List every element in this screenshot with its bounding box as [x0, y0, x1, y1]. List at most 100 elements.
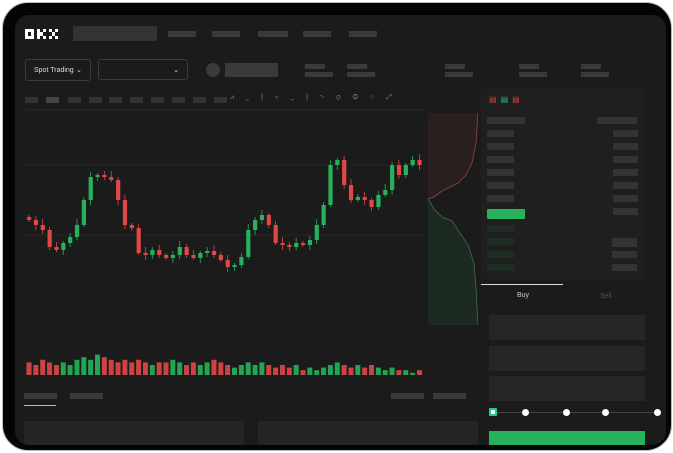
- candle: [54, 247, 59, 250]
- search-bar[interactable]: [73, 26, 157, 41]
- candle: [403, 165, 408, 175]
- timeframe-button[interactable]: [46, 97, 59, 103]
- slider-stop-100[interactable]: [654, 409, 661, 416]
- total-input[interactable]: [489, 376, 645, 401]
- volume-bar: [232, 367, 237, 375]
- stat-value: [347, 72, 375, 77]
- timeframe-button[interactable]: [151, 97, 164, 103]
- nav-item[interactable]: [349, 31, 377, 37]
- volume-bar: [108, 359, 114, 375]
- tab-history[interactable]: [70, 393, 103, 399]
- candle: [27, 217, 32, 220]
- candlestick-chart[interactable]: [15, 110, 425, 375]
- candle: [150, 250, 155, 255]
- volume-bar: [60, 362, 66, 375]
- candle: [129, 225, 134, 228]
- nav-item[interactable]: [212, 31, 240, 37]
- volume-bar: [416, 370, 422, 375]
- volume-bar: [40, 359, 46, 375]
- slider-handle[interactable]: [489, 408, 497, 416]
- candle: [246, 230, 251, 257]
- filter-button[interactable]: [433, 393, 466, 399]
- slider-track[interactable]: [491, 412, 657, 413]
- volume-bar: [403, 370, 409, 375]
- buy-button[interactable]: [489, 431, 645, 445]
- volume-bar: [26, 362, 32, 375]
- filter-button[interactable]: [391, 393, 424, 399]
- price-input[interactable]: [489, 315, 645, 340]
- candle: [81, 200, 86, 225]
- pair-price: [225, 63, 278, 77]
- nav-item[interactable]: [258, 31, 288, 37]
- ask-amount: [613, 208, 638, 215]
- volume-bar: [286, 367, 292, 375]
- timeframe-button[interactable]: [193, 97, 206, 103]
- volume-bar: [375, 367, 381, 375]
- nav-item[interactable]: [168, 31, 196, 37]
- candle: [157, 250, 162, 255]
- volume-bar: [88, 359, 94, 375]
- tab-sell[interactable]: Sell: [600, 293, 612, 300]
- chart-tool-icons[interactable]: ⩘ ⌄ | ⫟ ⌄ | ∿ ⊘ ◎ ○ ⤢: [230, 94, 397, 101]
- market-type-label: Spot Trading: [34, 66, 74, 74]
- slider-stop-25[interactable]: [522, 409, 529, 416]
- nav-item[interactable]: [303, 31, 331, 37]
- volume-bar: [81, 357, 87, 375]
- timeframe-button[interactable]: [214, 97, 227, 103]
- depth-chart: [428, 113, 478, 325]
- amount-input[interactable]: [489, 346, 645, 371]
- timeframe-button[interactable]: [109, 97, 122, 103]
- volume-bar: [362, 367, 368, 375]
- candle: [294, 243, 299, 247]
- candle: [143, 253, 148, 255]
- stat-label: [581, 64, 601, 69]
- ask-depth-area: [428, 113, 478, 199]
- volume-bar: [348, 367, 354, 375]
- ask-price: [487, 130, 514, 137]
- tab-open-orders[interactable]: [24, 393, 57, 399]
- timeframe-button[interactable]: [68, 97, 81, 103]
- volume-bar: [67, 365, 73, 375]
- candle: [362, 197, 367, 200]
- stat-label: [305, 64, 325, 69]
- bid-price: [487, 264, 514, 271]
- tab-buy[interactable]: Buy: [517, 292, 530, 299]
- candle: [205, 251, 210, 253]
- okx-logo: [25, 29, 58, 39]
- timeframe-button[interactable]: [89, 97, 102, 103]
- timeframe-button[interactable]: [172, 97, 185, 103]
- timeframe-button[interactable]: [130, 97, 143, 103]
- orderbook-view-icons[interactable]: ▤▤▤: [489, 95, 524, 104]
- ask-price: [487, 169, 514, 176]
- bid-amount: [612, 240, 637, 247]
- screen: Spot Trading ⌄ ⌄ ⩘ ⌄ | ⫟ ⌄ | ∿ ⊘ ◎ ○ ⤢ ▤▤…: [15, 15, 666, 445]
- timeframe-button[interactable]: [25, 97, 38, 103]
- view-asks-icon: ▤: [512, 95, 524, 104]
- volume-bar: [355, 365, 361, 375]
- slider-stop-50[interactable]: [563, 409, 570, 416]
- volume-bar: [321, 367, 327, 375]
- view-bids-icon: ▤: [500, 95, 513, 104]
- stat-value: [445, 72, 473, 77]
- orders-panel: [258, 421, 478, 445]
- candle: [410, 160, 415, 165]
- volume-bar: [293, 365, 299, 375]
- volume-bar: [307, 367, 313, 375]
- stat-value: [581, 72, 609, 77]
- candle: [47, 230, 52, 247]
- slider-stop-75[interactable]: [602, 409, 609, 416]
- candle: [61, 243, 66, 250]
- candle: [417, 160, 422, 165]
- view-both-icon: ▤: [489, 95, 501, 104]
- pair-select[interactable]: ⌄: [98, 59, 188, 80]
- candle: [122, 200, 128, 225]
- volume-bar: [259, 362, 265, 375]
- volume-bar: [170, 359, 176, 375]
- volume-bar: [334, 362, 340, 375]
- candle: [369, 200, 374, 207]
- candle: [301, 243, 306, 245]
- volume-bar: [218, 362, 224, 375]
- market-type-select[interactable]: Spot Trading ⌄: [25, 59, 91, 81]
- volume-bar: [156, 362, 162, 375]
- bid-price: [487, 225, 514, 232]
